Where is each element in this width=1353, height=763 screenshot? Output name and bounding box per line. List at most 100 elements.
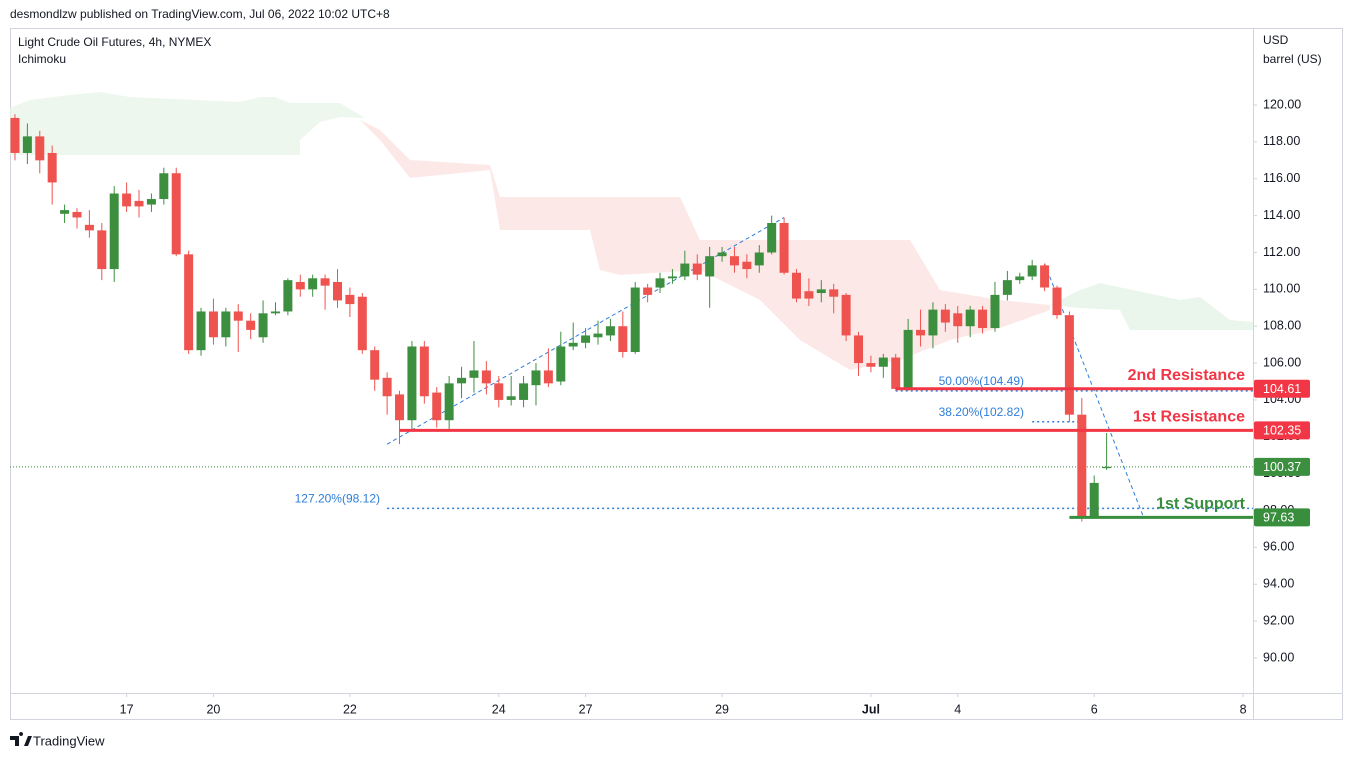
candle-body: [1102, 466, 1112, 469]
candle-body: [618, 326, 628, 353]
candle-body: [866, 363, 876, 367]
x-tick-label: 20: [206, 702, 220, 716]
cloud-bullish: [1050, 283, 1253, 330]
candle-body: [494, 383, 504, 400]
candle-body: [97, 230, 107, 270]
x-tick-label: 17: [120, 702, 134, 716]
candle-body: [481, 370, 491, 384]
level-label: 1st Support: [1156, 496, 1246, 513]
candle-body: [779, 223, 789, 273]
price-tag-label: 97.63: [1263, 511, 1294, 525]
candle-body: [395, 394, 405, 421]
y-axis-label: barrel (US): [1263, 52, 1322, 66]
candle-body: [916, 329, 926, 336]
candle-body: [804, 291, 814, 299]
y-tick-label: 106.00: [1263, 355, 1301, 369]
candle-body: [854, 335, 864, 364]
candle-body: [643, 287, 653, 295]
candle-body: [270, 311, 280, 314]
y-tick-label: 92.00: [1263, 613, 1294, 627]
candle-body: [332, 281, 342, 301]
x-tick-label: 8: [1240, 702, 1247, 716]
candle-body: [717, 252, 727, 257]
candle-body: [35, 136, 45, 161]
candle-body: [593, 333, 603, 338]
candle-body: [407, 346, 417, 421]
candle-body: [1040, 265, 1050, 288]
candle-body: [184, 254, 194, 351]
candle-body: [457, 377, 467, 384]
candle-body: [655, 278, 665, 288]
candle-body: [903, 329, 913, 389]
candle-body: [978, 309, 988, 329]
indicator-name: Ichimoku: [18, 52, 66, 66]
candle-body: [506, 396, 516, 400]
candle-body: [1052, 287, 1062, 316]
y-tick-label: 94.00: [1263, 577, 1294, 591]
candle-body: [345, 294, 355, 305]
candle-body: [829, 289, 839, 297]
candle-body: [965, 309, 975, 327]
candle-body: [283, 280, 293, 312]
footer: TradingView: [33, 733, 105, 748]
candle-body: [357, 296, 367, 351]
frame: [10, 28, 1343, 720]
candle-body: [928, 309, 938, 336]
candle-body: [816, 289, 826, 294]
candle-body: [258, 313, 268, 338]
candle-body: [196, 311, 206, 351]
candle-body: [667, 276, 677, 279]
x-tick-label: 6: [1091, 702, 1098, 716]
candle-body: [1027, 265, 1037, 277]
y-tick-label: 110.00: [1263, 282, 1300, 296]
header: desmondlzw published on TradingView.com,…: [10, 7, 390, 21]
y-tick-label: 112.00: [1263, 245, 1300, 259]
candle-body: [692, 263, 702, 275]
fib-label: 127.20%(98.12): [295, 491, 380, 505]
candle-body: [680, 263, 690, 277]
candle-body: [754, 252, 764, 266]
candle-body: [469, 370, 479, 378]
candle-body: [295, 281, 305, 290]
candle-body: [841, 294, 851, 336]
y-tick-label: 120.00: [1263, 97, 1301, 111]
price-tag-label: 102.35: [1263, 424, 1301, 438]
x-tick-label: Jul: [862, 702, 880, 716]
candle-body: [767, 223, 777, 253]
price-tag: [1254, 457, 1310, 476]
cloud-bearish: [360, 120, 1050, 370]
candle-body: [568, 342, 578, 347]
y-tick-label: 114.00: [1263, 208, 1300, 222]
candle-body: [382, 377, 392, 397]
candle-body: [1077, 414, 1087, 518]
candle-body: [581, 335, 591, 343]
candle-body: [1089, 482, 1099, 517]
chart-title: Light Crude Oil Futures, 4h, NYMEX: [18, 35, 211, 49]
fib-label: 50.00%(104.49): [939, 374, 1024, 388]
price-tag: [1254, 379, 1310, 398]
candle-body: [221, 311, 231, 338]
y-tick-label: 118.00: [1263, 134, 1300, 148]
candle-body: [22, 136, 32, 153]
y-tick-label: 116.00: [1263, 171, 1300, 185]
candle-body: [990, 294, 1000, 329]
candle-body: [246, 320, 256, 330]
candle-body: [519, 383, 529, 400]
price-tag-label: 104.61: [1263, 382, 1301, 396]
candle-body: [940, 309, 950, 323]
candle-body: [419, 346, 429, 397]
candle-body: [84, 224, 94, 231]
last-price-label: 100.37: [1263, 460, 1301, 474]
x-tick-label: 22: [343, 702, 357, 716]
candle-body: [134, 200, 144, 207]
y-tick-label: 108.00: [1263, 319, 1301, 333]
x-tick-label: 29: [715, 702, 729, 716]
candle-body: [543, 370, 553, 384]
candle-body: [109, 193, 119, 270]
candle-body: [1064, 315, 1074, 415]
price-tag: [1254, 508, 1310, 527]
candle-body: [320, 278, 330, 286]
candle-body: [742, 261, 752, 270]
candle-body: [370, 350, 380, 380]
